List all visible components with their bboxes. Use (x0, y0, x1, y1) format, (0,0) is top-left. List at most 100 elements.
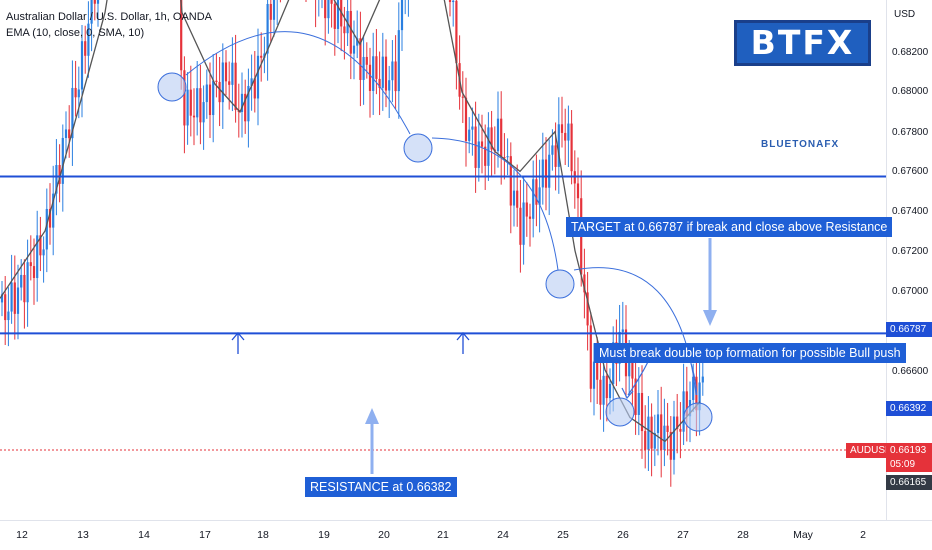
candle-body (685, 391, 688, 417)
resistance-annotation: RESISTANCE at 0.66382 (305, 477, 457, 497)
candle-body (84, 41, 87, 56)
candle-body (183, 70, 186, 126)
price-tick-label: 0.68200 (892, 47, 929, 58)
candle-body (42, 249, 45, 256)
resistance-arrow-head (365, 408, 379, 424)
price-tick-label: 0.66600 (892, 366, 929, 377)
candle-body (541, 159, 544, 188)
candle-body (16, 287, 20, 314)
candle-body (621, 329, 624, 332)
candle-body (509, 156, 512, 206)
candle-body (612, 342, 615, 384)
indicator-label: EMA (10, close, 0, SMA, 10) (6, 27, 145, 39)
countdown-badge: 05:09 (886, 457, 932, 472)
candle-body (260, 55, 263, 58)
candle-body (77, 89, 80, 98)
candle-body (551, 145, 554, 155)
price-tick-label: 0.67000 (892, 286, 929, 297)
candle-body (560, 124, 564, 133)
candle-body (327, 0, 330, 19)
candle-body (484, 146, 487, 166)
candle-body (468, 129, 471, 141)
candle-body (208, 84, 212, 116)
top-marker-circle (403, 133, 433, 163)
date-tick-label: 21 (437, 529, 449, 541)
chart-title: Australian Dollar / U.S. Dollar, 1h, OAN… (6, 11, 213, 23)
candle-body (365, 56, 368, 65)
candle-body (330, 0, 333, 4)
candle-body (544, 159, 548, 188)
candle-body (388, 80, 391, 91)
top-marker-circle (157, 72, 187, 102)
candle-body (512, 190, 516, 206)
candle-body (682, 391, 685, 432)
arc-connector (431, 137, 559, 271)
candle-body (496, 118, 500, 152)
price-tick-label: 0.67600 (892, 166, 929, 177)
candle-body (26, 262, 29, 303)
candle-body (596, 361, 599, 380)
date-tick-label: 25 (557, 529, 569, 541)
double-top-arrowhead (621, 387, 634, 400)
low-price-badge: 0.66165 (886, 475, 932, 490)
candle-body (13, 282, 16, 314)
candle-body (653, 432, 656, 449)
ema-line (0, 0, 701, 443)
candle-body (221, 62, 224, 103)
candle-body (343, 26, 346, 34)
candle-body (253, 78, 256, 99)
candle-body (500, 118, 503, 158)
candle-body (52, 193, 55, 228)
candle-body (589, 325, 592, 389)
candle-body (570, 123, 573, 172)
candle-body (196, 88, 199, 118)
candle-body (605, 375, 608, 399)
support-arrow-head (231, 332, 245, 341)
candle-body (669, 431, 672, 460)
top-marker-circle (545, 269, 575, 299)
btfx-logo: BTFX (734, 20, 871, 66)
candle-body (608, 383, 612, 399)
candle-body (215, 80, 218, 82)
level-upper-label: 0.66787 (886, 322, 932, 337)
candle-body (269, 3, 272, 20)
candle-body (644, 431, 647, 450)
candle-body (20, 274, 23, 288)
price-axis-currency: USD (894, 9, 915, 20)
candle-body (186, 89, 189, 126)
candle-body (576, 183, 580, 199)
arc-connector (573, 267, 697, 396)
candle-body (272, 0, 276, 20)
candle-body (477, 141, 480, 168)
candle-body (698, 382, 701, 411)
candle-body (378, 78, 381, 88)
candle-body (45, 208, 48, 250)
candle-body (352, 45, 356, 54)
candle-body (356, 38, 359, 46)
candle-body (61, 137, 64, 184)
candle-body (599, 379, 602, 405)
candle-body (660, 414, 663, 451)
date-tick-label: 27 (677, 529, 689, 541)
candle-body (640, 392, 644, 432)
candle-body (634, 378, 637, 415)
candle-body (58, 165, 61, 184)
candle-body (87, 23, 90, 56)
date-tick-label: 17 (199, 529, 211, 541)
price-tick-label: 0.67800 (892, 127, 929, 138)
candle-body (192, 115, 196, 118)
candle-body (96, 0, 100, 4)
candle-body (487, 127, 490, 166)
candle-body (666, 425, 669, 432)
date-tick-label: 20 (378, 529, 390, 541)
price-tick-label: 0.68000 (892, 86, 929, 97)
top-marker-circle (605, 397, 635, 427)
candle-body (564, 132, 567, 141)
candle-body (672, 416, 676, 460)
candle-body (23, 274, 26, 303)
candle-body (592, 361, 596, 389)
candle-body (506, 156, 509, 158)
candle-body (199, 88, 202, 123)
candle-body (538, 187, 541, 205)
